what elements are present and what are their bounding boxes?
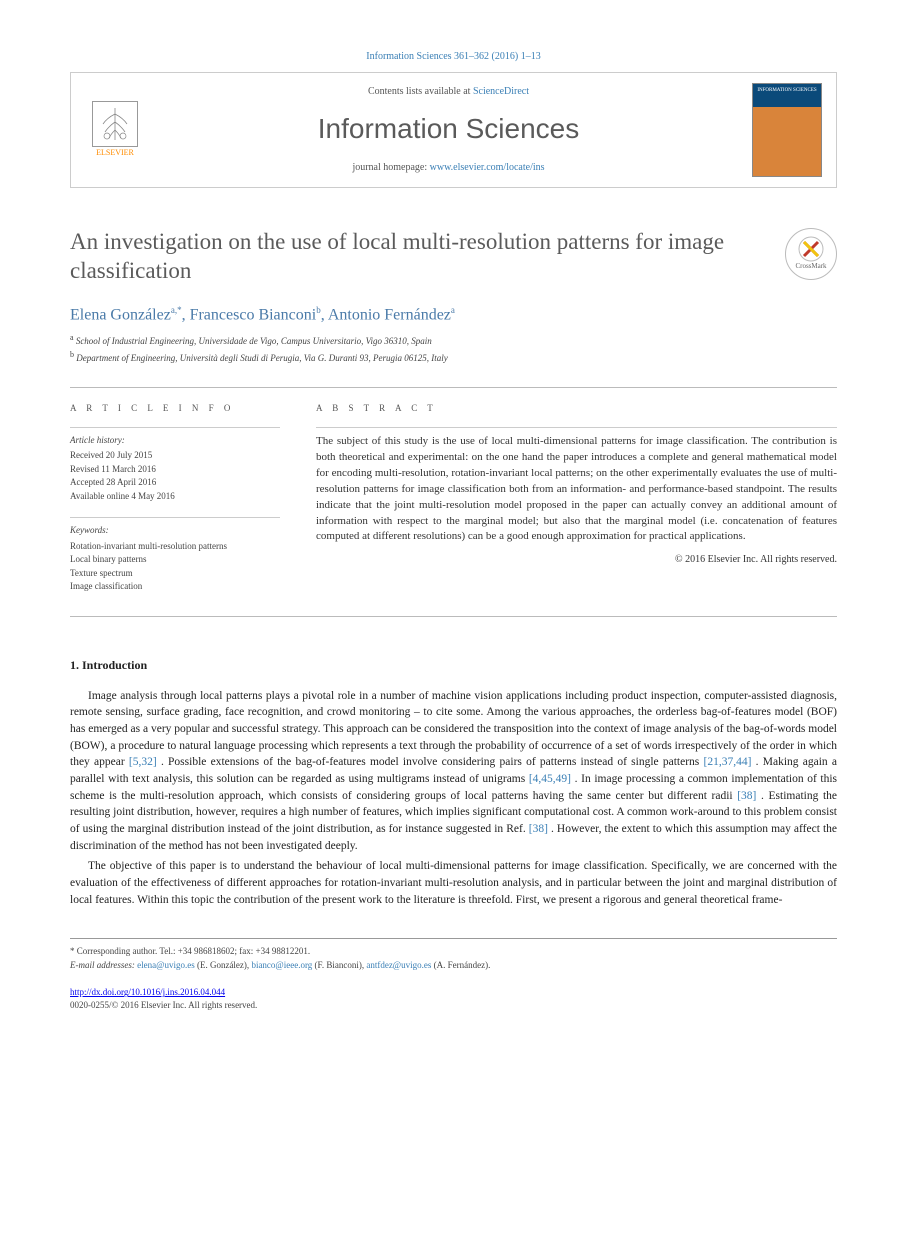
article-title: An investigation on the use of local mul… (70, 228, 765, 286)
abstract-body: The subject of this study is the use of … (316, 427, 837, 546)
elsevier-label: ELSEVIER (96, 147, 134, 158)
affiliations: a School of Industrial Engineering, Univ… (70, 332, 837, 365)
article-history: Article history: Received 20 July 2015 R… (70, 427, 280, 504)
author-1-affil: a,* (171, 305, 182, 315)
citation-ref[interactable]: [21,37,44] (704, 756, 752, 768)
article-info-sidebar: A R T I C L E I N F O Article history: R… (70, 402, 280, 594)
email-label: E-mail addresses: (70, 960, 137, 970)
affiliation-b: Department of Engineering, Università de… (76, 353, 448, 363)
keywords-label: Keywords: (70, 524, 280, 538)
email-3-who: (A. Fernández). (431, 960, 490, 970)
divider (70, 616, 837, 617)
abstract-block: A B S T R A C T The subject of this stud… (316, 402, 837, 594)
crossmark-label: CrossMark (795, 262, 826, 272)
keyword-3: Texture spectrum (70, 567, 280, 581)
divider (70, 387, 837, 388)
intro-paragraph-1: Image analysis through local patterns pl… (70, 688, 837, 855)
author-2: Francesco Bianconi (190, 306, 317, 323)
citation-ref[interactable]: [38] (737, 790, 756, 802)
crossmark-icon (798, 236, 824, 262)
intro-paragraph-2: The objective of this paper is to unders… (70, 858, 837, 908)
author-3: Antonio Fernández (328, 306, 451, 323)
citation-ref[interactable]: [38] (529, 823, 548, 835)
email-link-2[interactable]: bianco@ieee.org (251, 960, 312, 970)
email-1-who: (E. González), (195, 960, 252, 970)
history-label: Article history: (70, 434, 280, 448)
article-info-heading: A R T I C L E I N F O (70, 402, 280, 415)
history-received: Received 20 July 2015 (70, 449, 280, 463)
email-2-who: (F. Bianconi), (312, 960, 366, 970)
abstract-heading: A B S T R A C T (316, 402, 837, 415)
journal-cover-thumb: INFORMATION SCIENCES (752, 83, 822, 177)
homepage-line: journal homepage: www.elsevier.com/locat… (159, 161, 738, 175)
crossmark-badge[interactable]: CrossMark (785, 228, 837, 280)
corresponding-author-note: * Corresponding author. Tel.: +34 986818… (70, 945, 837, 959)
masthead-center: Contents lists available at ScienceDirec… (159, 85, 738, 174)
email-link-1[interactable]: elena@uvigo.es (137, 960, 195, 970)
contents-lists-line: Contents lists available at ScienceDirec… (159, 85, 738, 99)
keyword-2: Local binary patterns (70, 553, 280, 567)
history-online: Available online 4 May 2016 (70, 490, 280, 504)
history-revised: Revised 11 March 2016 (70, 463, 280, 477)
intro-p1-text-b: . Possible extensions of the bag-of-feat… (161, 756, 704, 768)
footnotes: * Corresponding author. Tel.: +34 986818… (70, 938, 837, 972)
email-addresses-line: E-mail addresses: elena@uvigo.es (E. Gon… (70, 959, 837, 973)
author-list: Elena Gonzáleza,*, Francesco Bianconib, … (70, 304, 837, 327)
keywords-block: Keywords: Rotation-invariant multi-resol… (70, 517, 280, 594)
citation-ref[interactable]: [4,45,49] (529, 773, 571, 785)
journal-title: Information Sciences (159, 109, 738, 148)
cover-thumb-label: INFORMATION SCIENCES (757, 88, 816, 93)
author-1: Elena González (70, 306, 171, 323)
elsevier-tree-icon (92, 101, 138, 147)
sciencedirect-link[interactable]: ScienceDirect (473, 86, 529, 97)
history-accepted: Accepted 28 April 2016 (70, 476, 280, 490)
section-1-heading: 1. Introduction (70, 657, 837, 674)
masthead: ELSEVIER Contents lists available at Sci… (70, 72, 837, 188)
author-sep: , (182, 306, 190, 323)
elsevier-logo: ELSEVIER (85, 95, 145, 165)
abstract-copyright: © 2016 Elsevier Inc. All rights reserved… (316, 553, 837, 567)
author-3-affil: a (451, 305, 455, 315)
footer-meta: http://dx.doi.org/10.1016/j.ins.2016.04.… (70, 986, 837, 1011)
email-link-3[interactable]: antfdez@uvigo.es (366, 960, 431, 970)
issn-copyright-line: 0020-0255/© 2016 Elsevier Inc. All right… (70, 999, 837, 1012)
homepage-link[interactable]: www.elsevier.com/locate/ins (430, 162, 545, 173)
header-citation: Information Sciences 361–362 (2016) 1–13 (70, 50, 837, 64)
keyword-1: Rotation-invariant multi-resolution patt… (70, 540, 280, 554)
author-sep: , (321, 306, 328, 323)
doi-link[interactable]: http://dx.doi.org/10.1016/j.ins.2016.04.… (70, 987, 225, 997)
citation-ref[interactable]: [5,32] (129, 756, 157, 768)
contents-prefix: Contents lists available at (368, 86, 473, 97)
affiliation-a: School of Industrial Engineering, Univer… (76, 336, 432, 346)
homepage-prefix: journal homepage: (352, 162, 429, 173)
keyword-4: Image classification (70, 580, 280, 594)
